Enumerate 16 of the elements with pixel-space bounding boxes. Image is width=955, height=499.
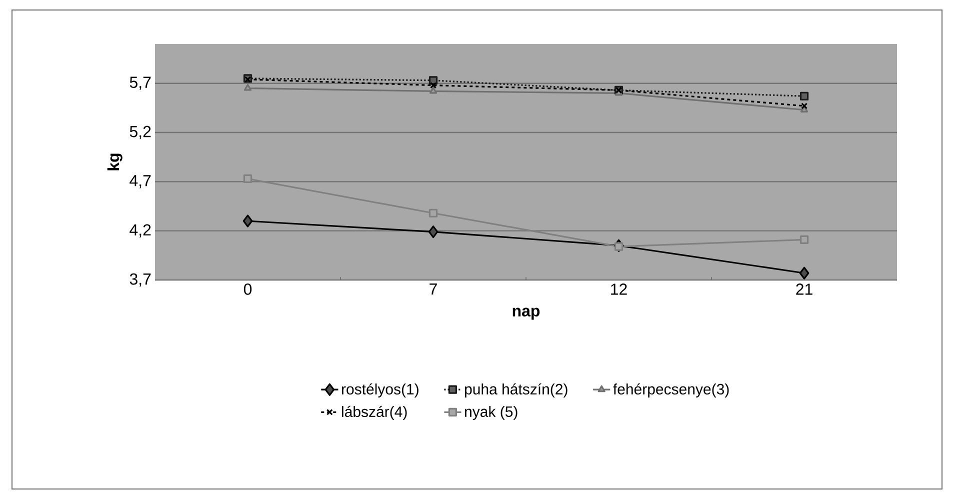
x-tick-label: 21: [796, 284, 812, 295]
x-axis-title: nap: [512, 308, 540, 320]
legend-label: nyak (5): [465, 406, 518, 420]
legend-label: rostélyos(1): [342, 383, 418, 398]
x-tick-label: 12: [611, 284, 627, 295]
x-tick-label: 0: [244, 284, 252, 295]
y-tick-label: 4,7: [130, 175, 151, 188]
y-tick-label: 5,2: [130, 126, 151, 140]
y-tick-label: 3,7: [130, 273, 151, 287]
y-axis-title: kg: [107, 154, 122, 170]
y-tick-label: 5,7: [130, 76, 151, 90]
legend-label: puha hátszín(2): [465, 383, 568, 398]
legend-label: lábszár(4): [342, 406, 407, 420]
y-tick-label: 4,2: [130, 224, 151, 238]
x-tick-label: 7: [430, 284, 437, 295]
legend-label: fehérpecsenye(3): [613, 383, 729, 398]
